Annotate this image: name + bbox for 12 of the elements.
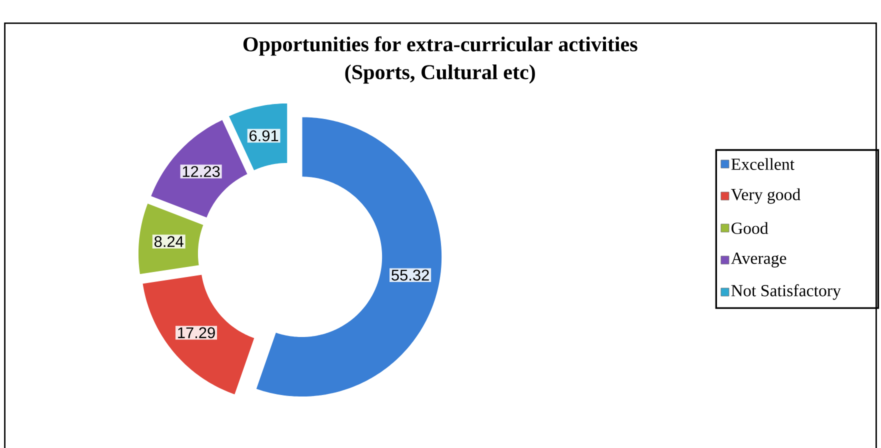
data-label: 12.23 (182, 166, 220, 177)
chart-subtitle: (Sports, Cultural etc) (345, 64, 535, 84)
legend-label: Not Satisfactory (731, 284, 841, 300)
data-label: 17.29 (178, 327, 215, 338)
legend-label: Excellent (731, 158, 794, 170)
legend-label: Very good (731, 188, 800, 204)
data-label: 55.32 (392, 270, 429, 281)
chart-title: Opportunities for extra-curricular activities (243, 36, 638, 56)
data-label: 8.24 (154, 236, 184, 247)
legend-label: Good (732, 222, 768, 234)
legend-label: Average (731, 252, 786, 268)
data-label: 6.91 (250, 130, 278, 142)
